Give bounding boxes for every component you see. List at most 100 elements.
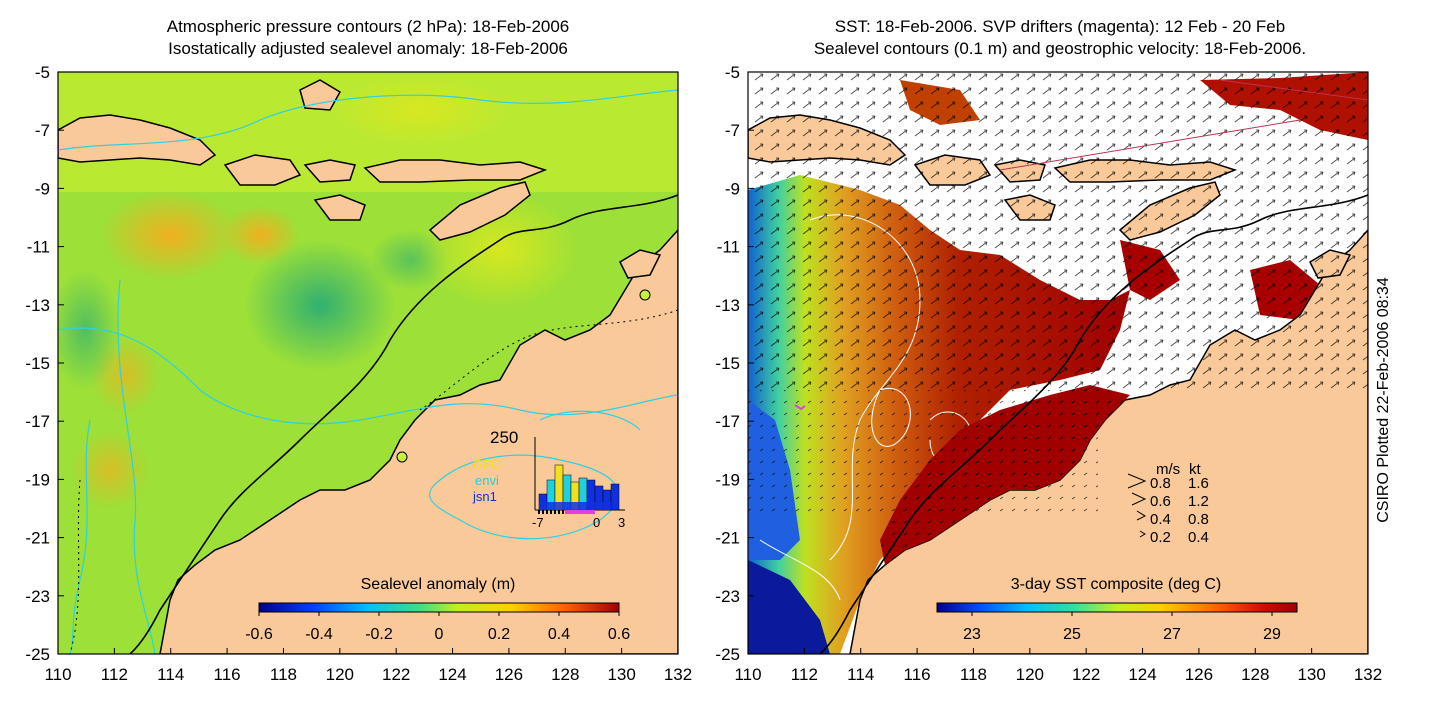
velocity-legend: m/s kt 0.8 1.6 0.6 1.2 0.4 0.8 0.2 0.4 xyxy=(1127,461,1209,546)
y-tick-label: -9 xyxy=(725,179,740,198)
x-tick-label: 116 xyxy=(214,665,241,684)
x-tick-label: 126 xyxy=(495,665,523,684)
y-tick-label: -21 xyxy=(715,529,740,548)
legend-kt: 0.8 xyxy=(1188,511,1209,528)
legend-ms: 0.4 xyxy=(1150,511,1171,528)
right-timor-island xyxy=(1118,181,1221,241)
y-tick-label: -11 xyxy=(27,238,50,257)
x-tick-label: 114 xyxy=(157,665,184,684)
left-title: Atmospheric pressure contours (2 hPa): 1… xyxy=(58,16,678,60)
left-y-axis: -5 -7 -9 -11 -13 -15 -17 -19 -21 -23 -25 xyxy=(25,63,64,664)
y-tick-label: -19 xyxy=(715,470,740,489)
left-map: 110 112 114 116 118 120 122 124 126 128 130 132 -5-… xyxy=(25,63,692,684)
right-java-island xyxy=(748,114,907,166)
right-title-line1: SST: 18-Feb-2006. SVP drifters (magenta)… xyxy=(834,17,1286,36)
legend-kt: 1.2 xyxy=(1188,493,1209,510)
colorbar-tick-label: 29 xyxy=(1263,626,1281,643)
y-tick-label: -25 xyxy=(25,645,50,664)
cyan-contour xyxy=(58,327,678,425)
anomaly-low-blob xyxy=(245,240,395,370)
left-timor-island xyxy=(428,181,531,241)
legend-ms: 0.8 xyxy=(1150,475,1171,492)
x-tick-label: 130 xyxy=(607,665,635,684)
y-tick-label: -23 xyxy=(25,587,50,606)
y-tick-label: -19 xyxy=(25,470,50,489)
sealevel-contour xyxy=(809,214,921,561)
y-tick-label: -5 xyxy=(725,63,740,82)
left-title-line1: Atmospheric pressure contours (2 hPa): 1… xyxy=(166,17,570,36)
inset-xtick: 0 xyxy=(593,515,600,530)
station-marker xyxy=(639,289,651,301)
y-tick-label: -7 xyxy=(725,121,740,140)
legend-ms: 0.6 xyxy=(1150,493,1171,510)
left-title-line2: Isostatically adjusted sealevel anomaly:… xyxy=(168,39,568,58)
x-tick-label: 110 xyxy=(44,665,71,684)
right-colorbar xyxy=(936,602,1298,613)
velocity-vectors xyxy=(748,72,1368,392)
x-tick-label: 116 xyxy=(904,665,931,684)
x-tick-label: 128 xyxy=(551,665,579,684)
colorbar-tick-label: 0.2 xyxy=(488,626,510,643)
inset-legend-envi: envi xyxy=(475,473,499,488)
colorbar-tick-label: 0.6 xyxy=(608,626,630,643)
x-tick-label: 112 xyxy=(791,665,818,684)
right-australia-land xyxy=(849,228,1368,654)
credit-label: CSIRO Plotted 22-Feb-2006 08:34 xyxy=(1372,140,1396,660)
y-tick-label: -25 xyxy=(715,645,740,664)
credit-text: CSIRO Plotted 22-Feb-2006 08:34 xyxy=(1375,277,1392,523)
x-tick-label: 124 xyxy=(438,665,466,684)
left-colorbar-label: Sealevel anomaly (m) xyxy=(361,576,516,593)
right-colorbar-label: 3-day SST composite (deg C) xyxy=(1011,576,1221,593)
legend-header-ms: m/s xyxy=(1156,461,1180,478)
colorbar-tick-label: 0.4 xyxy=(548,626,570,643)
x-tick-label: 128 xyxy=(1241,665,1269,684)
x-tick-label: 130 xyxy=(1297,665,1325,684)
left-java-island xyxy=(58,114,217,166)
inset-histogram: 250 GFO envi jsn1 -7 0 3 xyxy=(472,428,625,530)
anomaly-high-blob xyxy=(100,190,240,280)
y-tick-label: -21 xyxy=(25,529,50,548)
legend-ms: 0.2 xyxy=(1150,529,1171,546)
y-tick-label: -7 xyxy=(35,121,50,140)
x-tick-label: 118 xyxy=(270,665,297,684)
colorbar-tick-label: -0.4 xyxy=(305,626,333,643)
right-title: SST: 18-Feb-2006. SVP drifters (magenta)… xyxy=(740,16,1380,60)
station-marker xyxy=(396,451,408,463)
left-x-axis: 110 112 114 116 118 120 122 124 126 128 130 132 xyxy=(44,648,692,684)
colorbar-tick-label: 0 xyxy=(435,626,444,643)
y-tick-label: -5 xyxy=(35,63,50,82)
y-tick-label: -15 xyxy=(715,354,740,373)
y-tick-label: -11 xyxy=(717,238,740,257)
x-tick-label: 122 xyxy=(1072,665,1100,684)
legend-kt: 0.4 xyxy=(1188,529,1209,546)
left-colorbar-ticks: -0.6 -0.4 -0.2 0 0.2 0.4 0.6 xyxy=(245,612,630,643)
inset-legend-jsn1: jsn1 xyxy=(472,489,497,504)
x-tick-label: 120 xyxy=(326,665,354,684)
x-tick-label: 114 xyxy=(847,665,874,684)
y-tick-label: -13 xyxy=(25,296,50,315)
y-tick-label: -15 xyxy=(25,354,50,373)
drifter-track xyxy=(999,119,1301,171)
x-tick-label: 122 xyxy=(382,665,410,684)
colorbar-tick-label: 27 xyxy=(1163,626,1181,643)
inset-legend-gfo: GFO xyxy=(473,457,501,472)
inset-max-label: 250 xyxy=(490,428,518,447)
x-tick-label: 124 xyxy=(1128,665,1156,684)
x-tick-label: 112 xyxy=(101,665,128,684)
x-tick-label: 120 xyxy=(1016,665,1044,684)
legend-header-kt: kt xyxy=(1189,461,1202,478)
inset-xtick: 3 xyxy=(618,515,625,530)
right-colorbar-ticks: 23 25 27 29 xyxy=(963,612,1281,643)
colorbar-tick-label: -0.2 xyxy=(365,626,393,643)
inset-xtick: -7 xyxy=(532,515,544,530)
colorbar-tick-label: -0.6 xyxy=(245,626,273,643)
y-tick-label: -23 xyxy=(715,587,740,606)
y-tick-label: -9 xyxy=(35,179,50,198)
x-tick-label: 132 xyxy=(1354,665,1382,684)
x-tick-label: 126 xyxy=(1185,665,1213,684)
left-australia-land xyxy=(159,228,678,654)
right-y-axis: -5 -7 -9 -11 -13 -15 -17 -19 -21 -23 -25 xyxy=(715,63,754,664)
right-x-axis: 110 112 114 116 118 120 122 124 126 128 130 132 xyxy=(734,648,1382,684)
left-colorbar xyxy=(258,602,620,613)
right-title-line2: Sealevel contours (0.1 m) and geostrophi… xyxy=(813,39,1307,58)
